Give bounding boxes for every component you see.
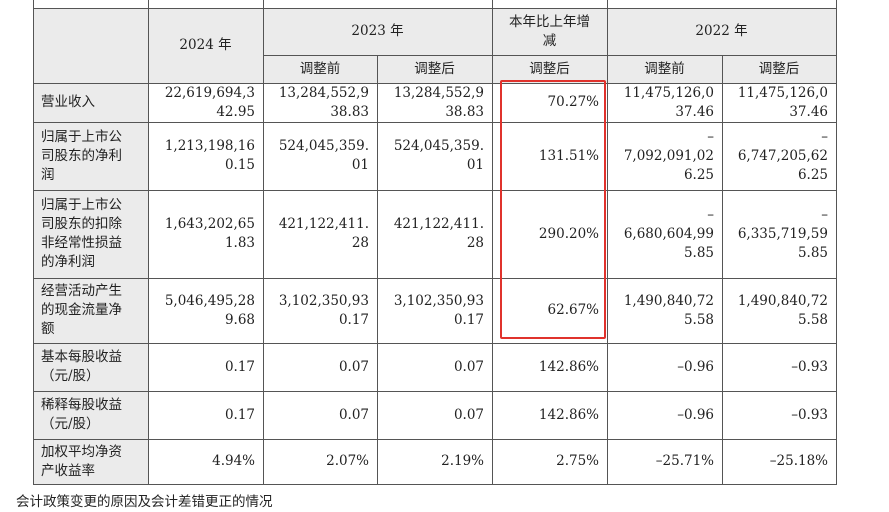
header-2024: 2024 年 [179, 37, 232, 53]
row-label: 经营活动产生 的现金流量净 额 [41, 283, 122, 337]
grid-line [33, 122, 837, 123]
cell-2022-after: – 6,747,205,62 6.25 [737, 128, 828, 183]
grid-line [836, 0, 837, 484]
cell-2023-before: 2.07% [326, 453, 369, 469]
cell-2022-after: 1,490,840,72 5.58 [737, 292, 828, 328]
grid-line [607, 0, 608, 484]
row-label: 归属于上市公 司股东的净利 润 [41, 128, 122, 183]
cell-2024: 0.17 [224, 358, 255, 375]
grid-line [33, 343, 837, 344]
cell-2022-before: 1,490,840,72 5.58 [623, 292, 714, 328]
cell-2024: 1,643,202,65 1.83 [164, 216, 255, 251]
section-heading-footer: 会计政策变更的原因及会计差错更正的情况 [16, 494, 273, 510]
grid-line [33, 0, 34, 484]
subheader-2022-before: 调整前 [644, 60, 685, 77]
cell-2023-before: 13,284,552,9 38.83 [278, 84, 369, 120]
cell-change: 142.86% [538, 358, 599, 375]
cell-2023-after: 524,045,359. 01 [393, 138, 484, 173]
subheader-change-after: 调整后 [529, 60, 570, 77]
cell-2024: 5,046,495,28 9.68 [164, 292, 255, 328]
cell-2022-after: –0.93 [791, 406, 828, 423]
cell-2024: 4.94% [212, 453, 255, 469]
header-2022: 2022 年 [695, 23, 748, 39]
cell-2022-before: – 7,092,091,02 6.25 [623, 128, 714, 183]
cell-2022-after: 11,475,126,0 37.46 [737, 84, 828, 120]
cell-2023-after: 3,102,350,93 0.17 [393, 292, 484, 328]
label-column-shade [33, 83, 148, 484]
row-label: 基本每股收益 （元/股） [41, 349, 122, 384]
cell-2022-before: –25.71% [655, 453, 714, 469]
cell-2022-before: 11,475,126,0 37.46 [623, 84, 714, 120]
cell-2023-after: 421,122,411. 28 [393, 216, 484, 251]
subheader-2022-after: 调整后 [758, 60, 800, 77]
cell-2022-after: –25.18% [769, 453, 828, 469]
grid-line [377, 55, 378, 484]
subheader-2023-after: 调整后 [414, 60, 455, 77]
cell-2023-before: 0.07 [338, 406, 369, 423]
cell-2023-after: 0.07 [453, 358, 484, 375]
grid-line [33, 190, 837, 191]
cell-change: 131.51% [538, 147, 599, 164]
cell-2024: 0.17 [224, 406, 255, 423]
cell-2022-before: – 6,680,604,99 5.85 [623, 206, 714, 261]
grid-line [33, 484, 837, 485]
row-label: 稀释每股收益 （元/股） [41, 397, 122, 432]
grid-line [33, 83, 837, 84]
cell-change: 2.75% [556, 453, 599, 469]
cell-2023-before: 421,122,411. 28 [278, 216, 369, 251]
cell-2022-before: –0.96 [677, 358, 714, 375]
cell-2024: 22,619,694,3 42.95 [164, 84, 255, 120]
cell-2022-after: – 6,335,719,59 5.85 [737, 206, 828, 261]
grid-line [722, 55, 723, 484]
grid-line [33, 391, 837, 392]
grid-line [33, 8, 837, 9]
grid-line [33, 439, 837, 440]
cell-change: 62.67% [547, 302, 599, 318]
cell-2023-after: 2.19% [441, 453, 484, 469]
grid-line [148, 0, 149, 484]
header-shade [33, 8, 836, 83]
cell-2023-before: 3,102,350,93 0.17 [278, 292, 369, 328]
header-2023: 2023 年 [351, 23, 404, 39]
cell-change: 290.20% [538, 225, 599, 242]
cell-change: 142.86% [538, 406, 599, 423]
grid-line [263, 0, 264, 484]
cell-2022-after: –0.93 [791, 358, 828, 375]
subheader-2023-before: 调整前 [299, 60, 341, 77]
cell-2024: 1,213,198,16 0.15 [164, 138, 255, 173]
cell-2023-before: 0.07 [338, 358, 369, 375]
cell-2023-before: 524,045,359. 01 [278, 138, 369, 173]
cell-2023-after: 0.07 [453, 406, 484, 423]
highlight-box [500, 80, 606, 339]
header-change: 本年比上年增 减 [509, 13, 590, 49]
cell-change: 70.27% [547, 94, 599, 110]
row-label: 加权平均净资 产收益率 [41, 443, 122, 479]
grid-line [33, 278, 837, 279]
grid-line [263, 55, 837, 56]
cell-2022-before: –0.96 [677, 406, 714, 423]
row-label: 营业收入 [41, 94, 95, 110]
grid-line [492, 0, 493, 484]
row-label: 归属于上市公 司股东的扣除 非经常性损益 的净利润 [41, 197, 122, 270]
cell-2023-after: 13,284,552,9 38.83 [393, 84, 484, 120]
